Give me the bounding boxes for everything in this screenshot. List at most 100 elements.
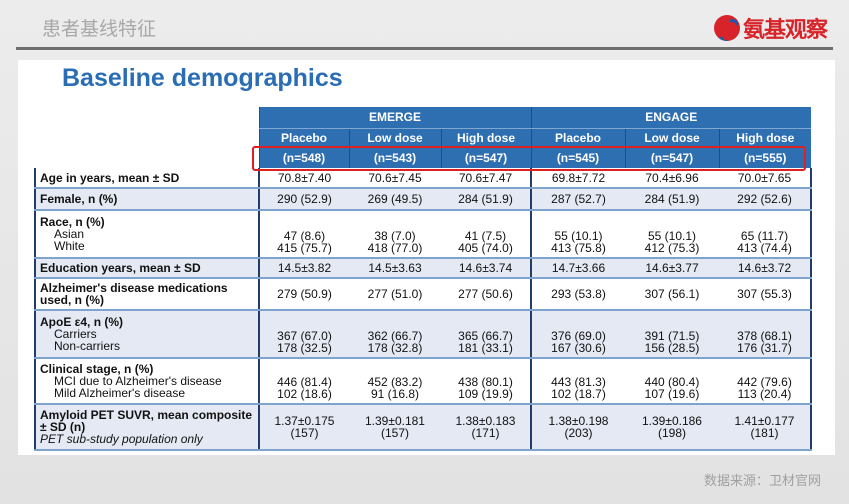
cell-value: 69.8±7.72 — [551, 170, 606, 185]
value-cell: 14.6±3.77 — [625, 258, 719, 279]
value-cell: 307 (56.1) — [625, 278, 719, 311]
value-cell: 284 (51.9) — [441, 188, 532, 211]
cell-value: 14.6±3.72 — [737, 261, 792, 275]
header-divider — [16, 47, 833, 50]
cell-value: 378 (68.1) — [737, 329, 792, 343]
row-label-cell: ApoE ε4, n (%) Carriers Non-carriers — [34, 310, 260, 359]
cell-value: 178 (32.5) — [277, 341, 332, 355]
table-row: Alzheimer's disease medications used, n … — [34, 278, 812, 311]
row-label-cell: Female, n (%) — [34, 188, 260, 211]
value-cell: 70.6±7.47 — [441, 168, 532, 189]
row-label: Female, n (%) — [40, 192, 118, 206]
table-row: Female, n (%) 290 (52.9) 269 (49.5) 284 (51… — [34, 188, 812, 211]
cell-value: 181 (33.1) — [458, 341, 513, 355]
value-cell: 269 (49.5) — [349, 188, 441, 211]
slide-header-title: 患者基线特征 — [42, 18, 157, 40]
row-sublabel: Mild Alzheimer's disease — [54, 386, 186, 400]
value-cell: 41 (7.5) 405 (74.0) — [441, 210, 532, 259]
row-sublabel: White — [54, 239, 85, 253]
value-cell: 1.41±0.177 (181) — [719, 404, 812, 451]
row-label: Education years, mean ± SD — [40, 261, 201, 275]
value-cell: 443 (81.3) 102 (18.7) — [531, 358, 625, 405]
cell-value: 279 (50.9) — [277, 287, 332, 301]
value-cell: 1.38±0.198 (203) — [531, 404, 625, 451]
arm-header-name: Placebo — [258, 128, 349, 148]
arm-header-name: Placebo — [530, 128, 625, 148]
cell-value: 365 (66.7) — [458, 329, 513, 343]
cell-value: 14.7±3.66 — [551, 261, 606, 275]
cell-value: 70.6±7.45 — [368, 170, 422, 185]
value-cell: 1.39±0.186 (198) — [625, 404, 719, 451]
corner-cell — [35, 128, 259, 148]
cell-value: 443 (81.3) — [551, 375, 606, 389]
cell-value: (198) — [657, 426, 686, 440]
cell-value: (181) — [750, 426, 779, 440]
cell-value: 367 (67.0) — [277, 329, 332, 343]
value-cell: 70.8±7.40 — [259, 168, 349, 189]
value-cell: 362 (66.7) 178 (32.8) — [349, 310, 441, 359]
cell-value: 1.38±0.183 — [455, 414, 516, 428]
value-cell: 65 (11.7) 413 (74.4) — [719, 210, 812, 259]
cell-value: (157) — [290, 426, 319, 440]
cell-value: 284 (51.9) — [458, 192, 513, 206]
cell-value: 178 (32.8) — [367, 341, 423, 355]
cell-value: 55 (10.1) — [554, 229, 603, 243]
value-cell: 367 (67.0) 178 (32.5) — [259, 310, 349, 359]
table-row: ApoE ε4, n (%) Carriers Non-carriers 367 (6… — [34, 310, 812, 359]
value-cell: 279 (50.9) — [259, 278, 349, 311]
table-row: Age in years, mean ± SD 70.8±7.40 70.6±7.4… — [34, 168, 812, 189]
row-sublabel: Asian — [54, 227, 85, 241]
cell-value: 376 (69.0) — [551, 329, 606, 343]
cell-value: 438 (80.1) — [458, 375, 513, 389]
cell-value: 107 (19.6) — [644, 387, 700, 401]
cell-value: 391 (71.5) — [644, 329, 700, 343]
row-sublabel: MCI due to Alzheimer's disease — [54, 374, 222, 388]
cell-value: 277 (50.6) — [458, 287, 513, 301]
cell-value: 70.6±7.47 — [458, 170, 513, 185]
value-cell: 55 (10.1) 413 (75.8) — [531, 210, 625, 259]
arm-header-n: (n=547) — [440, 148, 531, 168]
value-cell: 1.39±0.181 (157) — [349, 404, 441, 451]
value-cell: 307 (55.3) — [719, 278, 812, 311]
cell-value: 1.37±0.175 — [274, 414, 335, 428]
logo-text: 氨基观察 — [742, 18, 828, 43]
cell-value: 91 (16.8) — [370, 387, 420, 401]
cell-value: 176 (31.7) — [737, 341, 792, 355]
cell-value: 38 (7.0) — [374, 229, 416, 243]
cell-value: 70.8±7.40 — [277, 170, 332, 185]
value-cell: 47 (8.6) 415 (75.7) — [259, 210, 349, 259]
value-cell: 70.4±6.96 — [625, 168, 719, 189]
value-cell: 14.6±3.72 — [719, 258, 812, 279]
arm-header-name: High dose — [718, 128, 811, 148]
row-label-cell: Race, n (%) Asian White — [34, 210, 260, 259]
cell-value: 102 (18.7) — [551, 387, 606, 401]
row-note: PET sub-study population only — [40, 432, 203, 446]
value-cell: 293 (53.8) — [531, 278, 625, 311]
arm-header-name: High dose — [440, 128, 531, 148]
value-cell: 55 (10.1) 412 (75.3) — [625, 210, 719, 259]
value-cell: 14.5±3.63 — [349, 258, 441, 279]
cell-value: 1.41±0.177 — [734, 414, 795, 428]
row-label: Amyloid PET SUVR, mean composite ± SD (n… — [40, 408, 253, 434]
sample-size-highlight-box — [252, 146, 806, 171]
group-header-emerge: EMERGE — [258, 107, 531, 129]
value-cell: 446 (81.4) 102 (18.6) — [259, 358, 349, 405]
cell-value: 14.5±3.82 — [277, 261, 332, 275]
value-cell: 440 (80.4) 107 (19.6) — [625, 358, 719, 405]
cell-value: 102 (18.6) — [277, 387, 332, 401]
value-cell: 70.0±7.65 — [719, 168, 812, 189]
corner-cell — [35, 107, 259, 128]
cell-value: 113 (20.4) — [737, 387, 792, 401]
cell-value: 70.0±7.65 — [737, 170, 792, 185]
row-label: ApoE ε4, n (%) — [40, 315, 124, 329]
arm-header-n: (n=543) — [348, 148, 441, 168]
cell-value: (203) — [564, 426, 593, 440]
table-row: Race, n (%) Asian White 47 (8.6) 415 (75.7) 3… — [34, 210, 812, 259]
cell-value: 293 (53.8) — [551, 287, 606, 301]
value-cell: 1.37±0.175 (157) — [259, 404, 349, 451]
table-row: Amyloid PET SUVR, mean composite ± SD (n… — [34, 404, 812, 451]
cell-value: 412 (75.3) — [644, 241, 700, 255]
value-cell: 277 (50.6) — [441, 278, 532, 311]
cell-value: 167 (30.6) — [551, 341, 606, 355]
value-cell: 14.6±3.74 — [441, 258, 532, 279]
